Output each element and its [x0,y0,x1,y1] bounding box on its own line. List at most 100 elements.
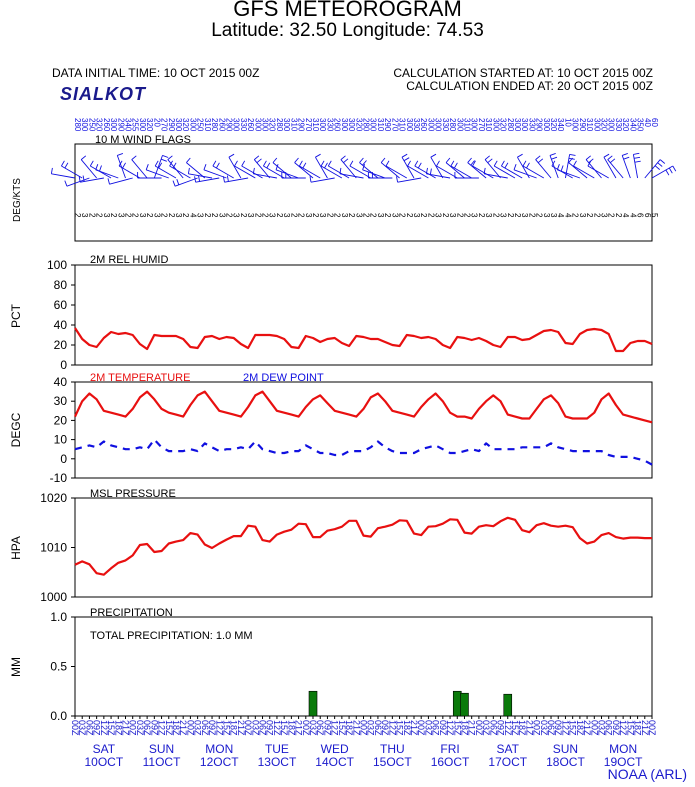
wind-direction-label: 340 [556,118,565,132]
wind-speed-label: 2 [347,213,356,218]
wind-speed-label: 2 [210,213,219,218]
wind-barb-flag [80,155,87,160]
wind-barb-flag [417,162,422,169]
wind-barb-flag [517,153,523,158]
wind-barb-staff [169,165,191,179]
wind-direction-label: 300 [434,118,443,132]
wind-direction-label: 330 [441,118,450,132]
wind-direction-label: 20 [152,118,161,127]
wind-barb-flag [429,168,432,175]
pressure-ylabel: HPA [9,536,23,560]
wind-direction-label: 330 [614,118,623,132]
ytick-label: 10 [54,433,68,447]
ytick-label: 0.5 [50,660,67,674]
wind-direction-label: 310 [376,118,385,132]
wind-barb-staff [549,155,559,179]
series-line-2-1 [74,438,653,466]
wind-barb-flag [118,160,123,167]
wind-barb-flag [309,176,312,183]
wind-barb-flag [493,160,498,167]
wind-barb-flag [634,160,641,163]
wind-barb-staff [186,162,206,179]
wind-barb-flag [551,160,556,167]
wind-barb-flag [385,160,390,167]
wind-direction-label: 270 [390,118,399,132]
ytick-label: 80 [54,278,68,292]
ytick-label: 20 [54,413,68,427]
wind-direction-label: 310 [484,118,493,132]
wind-speed-label: 2 [73,213,82,218]
day-of-week-label: SUN [149,742,174,756]
wind-barb-staff [339,173,364,179]
wind-barb-flag [107,178,110,185]
wind-barb-flag [380,157,386,163]
xtick-utc-label: 00Z [589,720,599,736]
ytick-label: 1.0 [50,610,67,624]
credit-label: NOAA (ARL) [607,766,687,782]
wind-barb-staff [153,155,163,179]
wind-direction-label: 320 [268,118,277,132]
wind-barb-staff [61,165,83,179]
wind-direction-label: 300 [80,118,89,132]
wind-direction-label: 300 [520,118,529,132]
wind-direction-label: 255 [131,118,140,132]
wind-direction-label: 300 [261,118,270,132]
wind-barb-staff [275,169,299,179]
date-label: 10OCT [85,755,124,769]
ytick-label: 1010 [40,541,67,555]
wind-direction-label: 300 [347,118,356,132]
wind-barb-flag [226,175,229,182]
wind-direction-label: 290 [167,118,176,132]
wind-barb-flag [569,153,576,156]
wind-barb-flag [560,165,564,172]
xtick-utc-label: 00Z [532,720,542,736]
wind-barb-staff [450,165,472,179]
wind-direction-label: 290 [535,118,544,132]
wind-speed-label: 2 [607,213,616,218]
wind-barb-flag [169,160,173,167]
wind-barb-staff [472,165,494,179]
xtick-utc-label: 18Z [402,720,412,736]
wind-barb-staff [587,165,609,179]
wind-direction-label: 10 [563,118,572,127]
wind-direction-label: 40 [643,118,652,127]
wind-barb-flag [82,175,85,182]
humidity-panel-title: 2M REL HUMID [90,254,168,266]
wind-speed-label: 3 [390,213,399,218]
wind-speed-label: 3 [232,213,241,218]
xtick-utc-label: 03Z [250,720,260,736]
wind-direction-label: 310 [462,118,471,132]
wind-barb-flag [161,158,167,162]
wind-speed-label: 2 [123,213,132,218]
precip-bar [460,692,469,717]
panel-frame-1 [74,264,653,366]
xtick-utc-label: 06Z [142,720,152,736]
wind-barb-flag [407,160,411,167]
xtick-utc-label: 03Z [308,720,318,736]
date-label: 11OCT [143,755,181,769]
wind-barb-staff [310,177,335,183]
wind-barb-flag [603,153,610,158]
xtick-utc-label: 15Z [337,720,347,736]
wind-barb-staff [445,162,465,179]
wind-barb-staff [224,177,249,183]
wind-speed-label: 2 [441,213,450,218]
wind-barb-flag [487,158,493,164]
wind-barb-staff [146,169,169,179]
wind-barb-flag [234,160,238,167]
wind-barb-flag [622,152,628,156]
xtick-utc-label: 15Z [164,720,174,736]
xtick-utc-label: 09Z [553,720,563,736]
wind-direction-label: 340 [123,118,132,132]
wind-barb-flag [535,155,541,160]
wind-direction-label: 280 [362,118,371,132]
ytick-label: 60 [54,298,68,312]
wind-barb-flag [254,155,260,160]
calc-ended: CALCULATION ENDED AT: 20 OCT 2015 00Z [406,79,653,93]
xtick-utc-label: 12Z [157,720,167,736]
date-label: 15OCT [373,755,412,769]
wind-speed-label: 3 [304,213,313,218]
wind-direction-label: 300 [491,118,500,132]
wind-speed-label: 2 [325,213,334,218]
